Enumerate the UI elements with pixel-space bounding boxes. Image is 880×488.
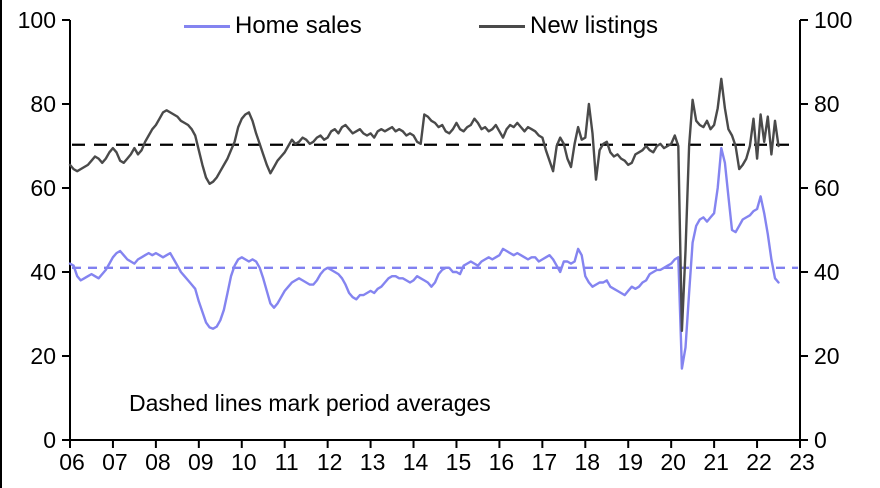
right-y-tick-label: 0 [814, 427, 827, 453]
x-tick-label: 18 [574, 449, 600, 475]
left-y-tick-label: 80 [30, 91, 56, 117]
x-tick-label: 11 [275, 449, 299, 475]
right-y-tick-label: 60 [814, 175, 840, 201]
legend-label-home-sales: Home sales [235, 12, 362, 39]
right-y-tick-label: 40 [814, 259, 840, 285]
left-y-tick-label: 60 [30, 175, 56, 201]
home-sales-line-swatch [184, 24, 230, 28]
x-tick-label: 20 [660, 449, 686, 475]
right-y-tick-label: 80 [814, 91, 840, 117]
period-averages-annotation: Dashed lines mark period averages [129, 390, 491, 416]
x-tick-label: 10 [231, 449, 257, 475]
left-y-tick-label: 40 [30, 259, 56, 285]
axes-frame [69, 20, 801, 441]
legend-item-home-sales: Home sales [184, 12, 362, 39]
x-tick-label: 06 [59, 449, 85, 475]
left-image-border [0, 0, 2, 488]
x-tick-label: 09 [188, 449, 214, 475]
left-y-tick-label: 0 [43, 427, 56, 453]
x-tick-label: 22 [746, 449, 772, 475]
x-tick-label: 14 [403, 449, 429, 475]
home-sales-line [68, 146, 780, 370]
x-tick-label: 08 [145, 449, 171, 475]
right-y-tick-label: 100 [814, 7, 852, 33]
new-listings-line-swatch [479, 24, 525, 28]
x-tick-label: 07 [102, 449, 128, 475]
x-tick-label: 23 [789, 449, 815, 475]
x-tick-label: 12 [317, 449, 343, 475]
left-y-tick-label: 100 [18, 7, 56, 33]
legend-label-new-listings: New listings [530, 12, 659, 39]
x-tick-label: 17 [532, 449, 558, 475]
legend-item-new-listings: New listings [479, 12, 659, 39]
x-tick-label: 21 [703, 449, 729, 475]
x-tick-label: 15 [446, 449, 472, 475]
new-listings-line [68, 77, 780, 332]
left-y-tick-label: 20 [30, 343, 56, 369]
x-tick-label: 13 [360, 449, 386, 475]
x-tick-label: 16 [489, 449, 515, 475]
right-y-tick-label: 20 [814, 343, 840, 369]
x-tick-label: 19 [617, 449, 643, 475]
